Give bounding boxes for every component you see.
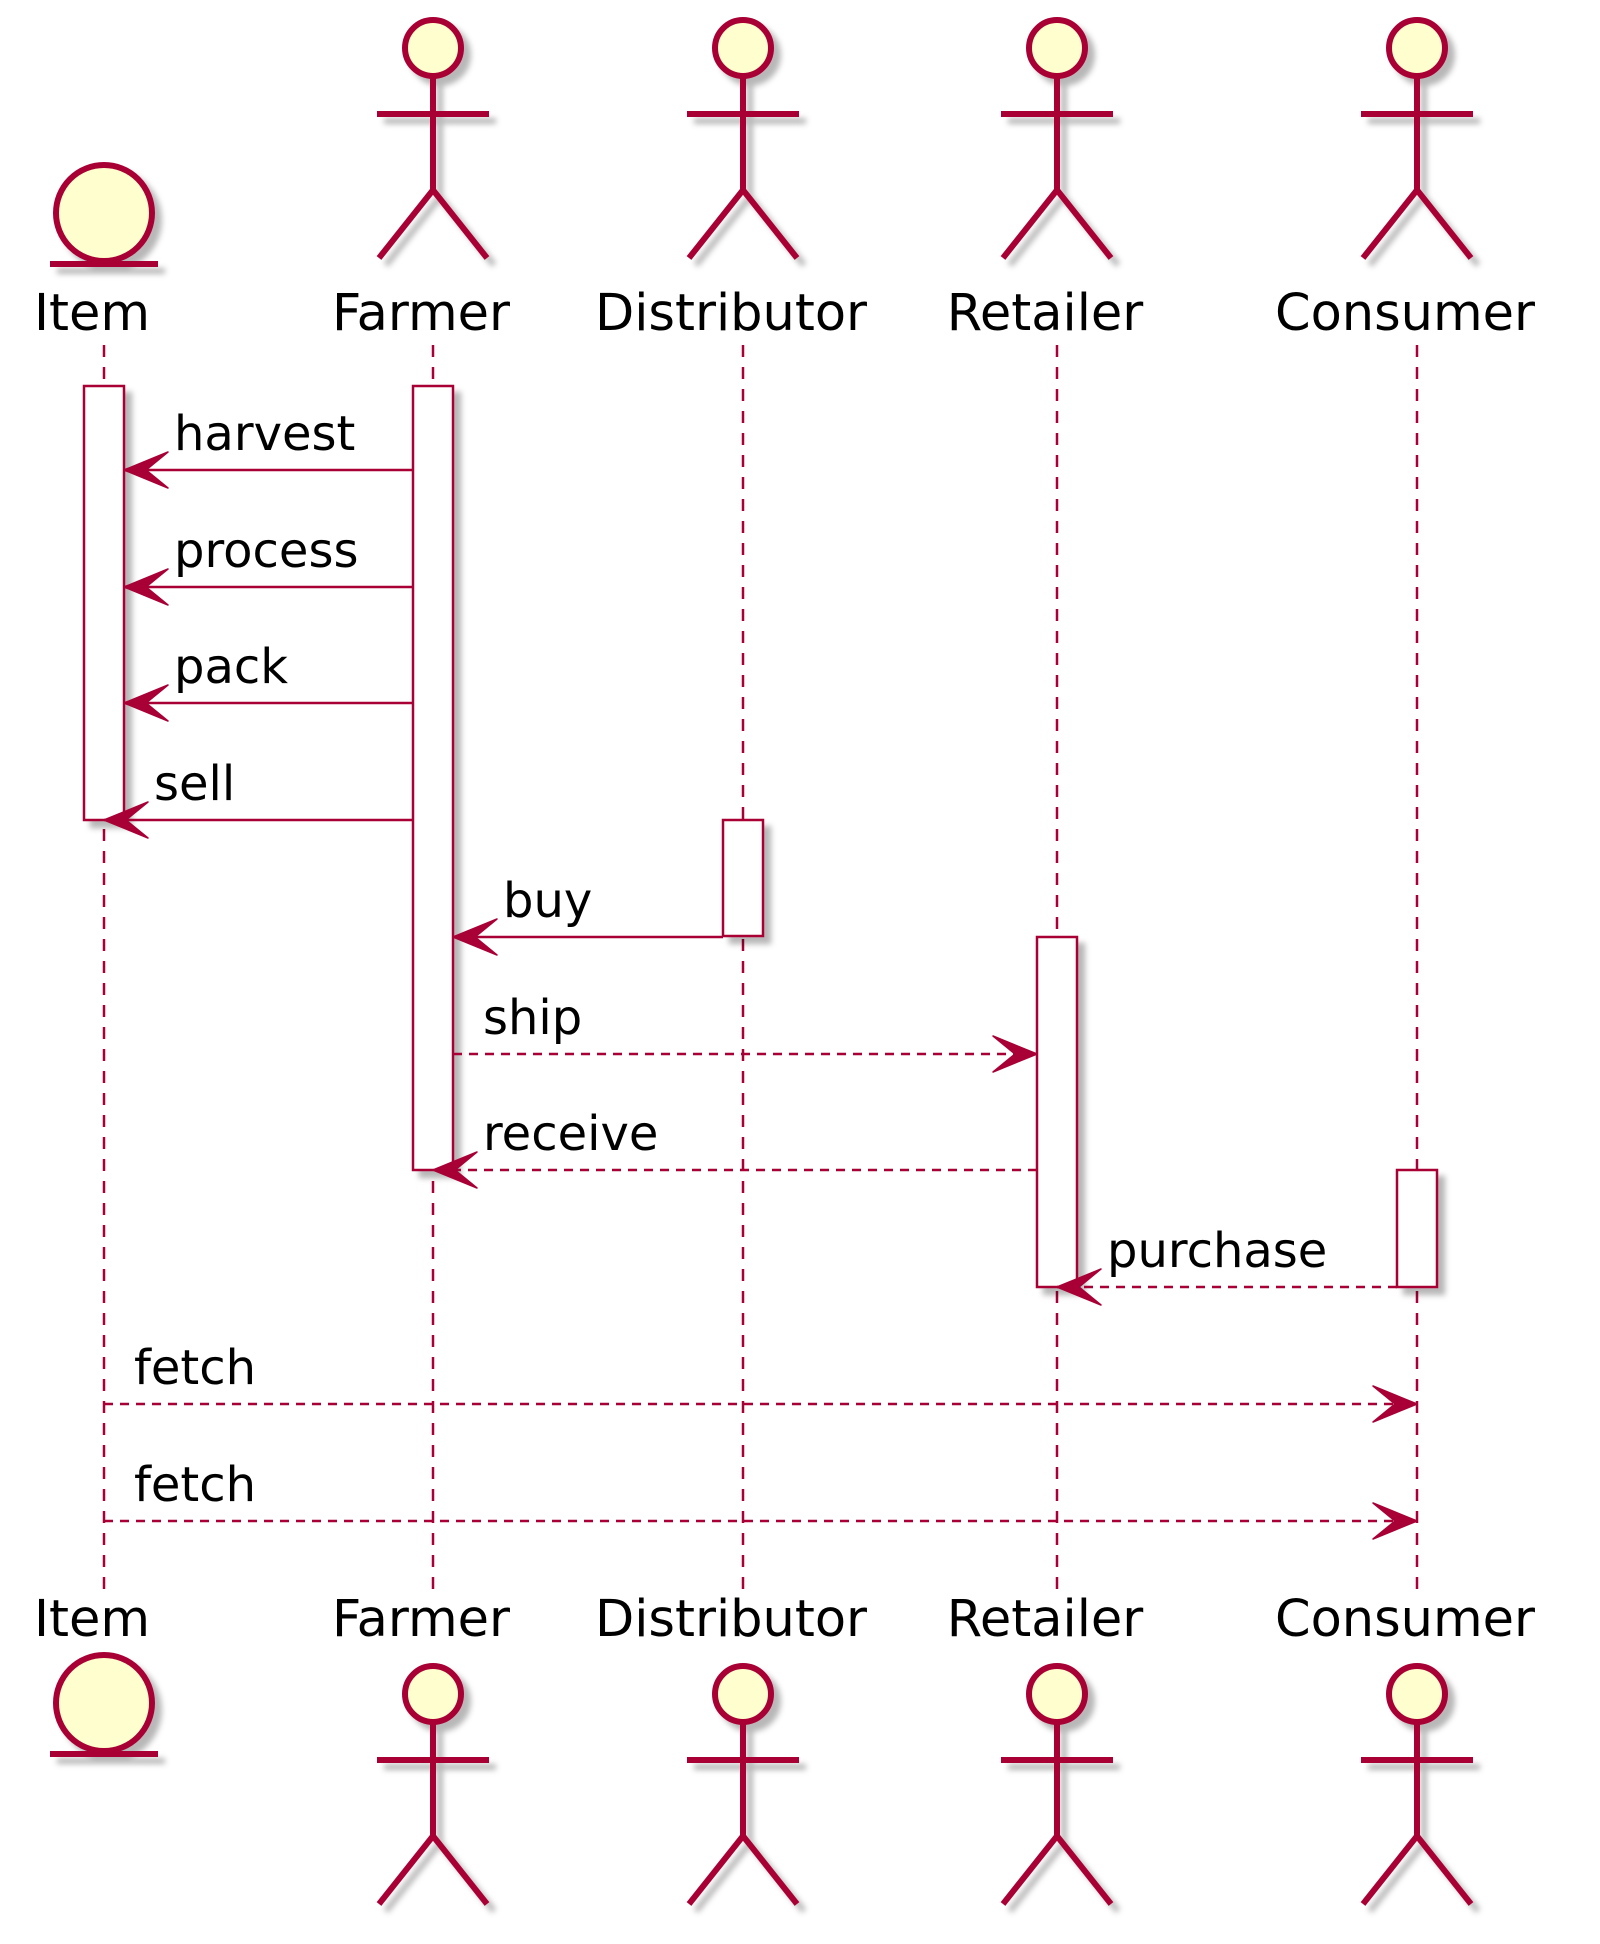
participant-farmer-top: Farmer <box>332 17 510 343</box>
message-ship-5: ship <box>453 990 1038 1073</box>
message-sell-3: sell <box>103 756 413 839</box>
arrowhead <box>1372 1502 1418 1540</box>
message-pack-2: pack <box>123 639 413 722</box>
arrowhead <box>123 684 169 722</box>
arrowhead <box>103 801 149 839</box>
arrowhead <box>432 1151 478 1189</box>
participant-retailer-top: Retailer <box>947 17 1143 343</box>
farmer-actor-icon <box>376 17 490 260</box>
participant-retailer-bottom: Retailer <box>947 1590 1143 1906</box>
participant-name: Item <box>34 284 150 343</box>
participant-name: Distributor <box>595 284 867 343</box>
participant-name: Retailer <box>947 1590 1143 1649</box>
message-harvest-0: harvest <box>123 406 413 489</box>
message-process-1: process <box>123 523 413 606</box>
arrowhead <box>1372 1385 1418 1423</box>
participant-name: Distributor <box>595 1590 867 1649</box>
message-label: ship <box>483 990 582 1046</box>
participant-name: Farmer <box>332 1590 510 1649</box>
participant-name: Consumer <box>1275 1590 1535 1649</box>
message-label: sell <box>154 756 235 812</box>
participant-item-top: Item <box>34 162 158 343</box>
farmer-actor-icon <box>376 1663 490 1906</box>
participant-distributor-top: Distributor <box>595 17 867 343</box>
consumer-actor-icon <box>1360 17 1474 260</box>
participant-distributor-bottom: Distributor <box>595 1590 867 1906</box>
retailer-actor-icon <box>1000 17 1114 260</box>
consumer-actor-icon <box>1360 1663 1474 1906</box>
message-label: harvest <box>174 406 355 462</box>
message-label: pack <box>174 639 288 695</box>
participant-item-bottom: Item <box>34 1590 158 1757</box>
message-fetch-9: fetch <box>104 1457 1418 1540</box>
participant-consumer-top: Consumer <box>1275 17 1535 343</box>
message-purchase-7: purchase <box>1056 1223 1397 1306</box>
distributor-actor-icon <box>686 17 800 260</box>
message-fetch-8: fetch <box>104 1340 1418 1423</box>
arrowhead <box>1056 1268 1102 1306</box>
participant-farmer-bottom: Farmer <box>332 1590 510 1906</box>
arrowhead <box>123 568 169 606</box>
item-entity-icon <box>50 1652 158 1757</box>
message-receive-6: receive <box>432 1106 1037 1189</box>
activation-bar-item <box>82 384 126 822</box>
message-label: process <box>174 523 358 579</box>
activation-bar-retailer <box>1035 935 1079 1289</box>
participant-name: Retailer <box>947 284 1143 343</box>
message-label: receive <box>483 1106 658 1162</box>
participant-consumer-bottom: Consumer <box>1275 1590 1535 1906</box>
distributor-actor-icon <box>686 1663 800 1906</box>
participant-name: Item <box>34 1590 150 1649</box>
activation-bar-distributor <box>721 818 765 938</box>
participant-name: Farmer <box>332 284 510 343</box>
message-label: fetch <box>134 1457 256 1513</box>
activation-bar-consumer <box>1395 1168 1439 1289</box>
retailer-actor-icon <box>1000 1663 1114 1906</box>
activation-bar-farmer <box>411 384 455 1172</box>
message-label: purchase <box>1107 1223 1327 1279</box>
participant-name: Consumer <box>1275 284 1535 343</box>
arrowhead <box>123 451 169 489</box>
arrowhead <box>992 1035 1038 1073</box>
item-entity-icon <box>50 162 158 267</box>
arrowhead <box>452 918 498 956</box>
message-buy-4: buy <box>452 873 723 956</box>
message-label: buy <box>503 873 592 929</box>
message-label: fetch <box>134 1340 256 1396</box>
